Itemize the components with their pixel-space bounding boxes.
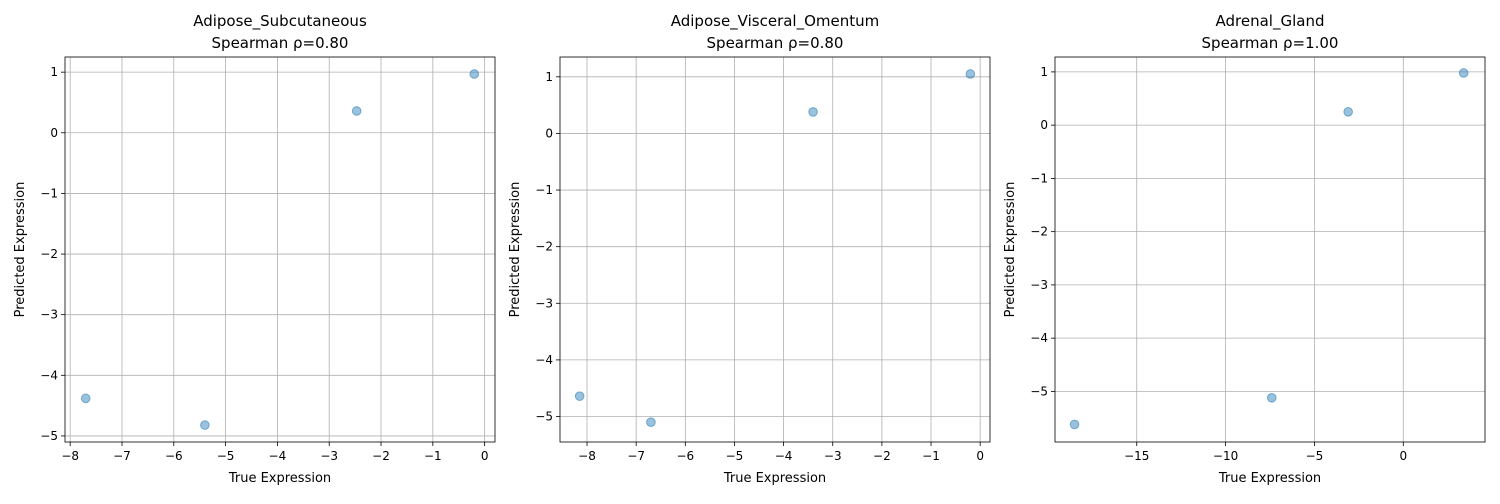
y-axis-label: Predicted Expression	[13, 182, 28, 318]
x-tick-label: −8	[578, 449, 596, 463]
x-tick-label: −1	[922, 449, 940, 463]
y-tick-label: −1	[535, 183, 553, 197]
x-tick-label: −2	[372, 449, 390, 463]
chart-subtitle: Spearman ρ=1.00	[1202, 34, 1339, 52]
y-axis-label: Predicted Expression	[1003, 182, 1018, 318]
scatter-point	[80, 393, 91, 404]
scatter-point	[351, 106, 362, 116]
y-tick-label: −2	[40, 247, 58, 261]
scatter-point	[1069, 419, 1080, 430]
y-tick-label: −2	[535, 240, 553, 254]
x-tick-label: −3	[320, 449, 338, 463]
scatter-point	[646, 417, 656, 427]
y-axis-label: Predicted Expression	[508, 182, 523, 318]
x-tick-label: −2	[873, 449, 891, 463]
y-tick-label: 1	[50, 65, 58, 79]
x-axis-label: True Expression	[1218, 471, 1321, 486]
y-tick-label: 1	[1040, 65, 1048, 79]
scatter-point	[1458, 68, 1469, 78]
x-tick-label: −1	[424, 449, 442, 463]
x-tick-label: −5	[726, 449, 744, 463]
axes-frame	[559, 56, 991, 443]
x-tick-label: −4	[775, 449, 793, 463]
y-tick-label: −3	[40, 308, 58, 322]
scatter-point	[200, 420, 210, 430]
chart-subtitle: Spearman ρ=0.80	[707, 34, 844, 52]
x-axis-label: True Expression	[723, 471, 826, 486]
axes-frame	[1054, 56, 1486, 443]
subplot-1: −8 −7 −6 −5 −4 −3 −2 −1 0 −5 −4 −3 −2 −1 0 1 Adipose_Sub…	[13, 12, 496, 486]
x-tick-label: −15	[1124, 449, 1149, 463]
y-tick-label: −5	[535, 410, 553, 424]
y-tick-label: −1	[1030, 171, 1048, 185]
scatter-point	[469, 69, 480, 79]
subplot-2: −8 −7 −6 −5 −4 −3 −2 −1 0 −5 −4 −3 −2 −1 0 1 Adipose_Vis…	[508, 12, 991, 486]
x-tick-label: 0	[1399, 449, 1407, 463]
x-axis-label: True Expression	[228, 471, 331, 486]
x-tick-label: −7	[113, 449, 131, 463]
y-tick-label: 1	[545, 70, 553, 84]
x-tick-label: −5	[217, 449, 235, 463]
x-tick-label: −5	[1306, 449, 1324, 463]
chart-subtitle: Spearman ρ=0.80	[212, 34, 349, 52]
y-tick-label: 0	[545, 126, 553, 140]
scatter-point	[1266, 393, 1277, 403]
x-tick-label: −6	[165, 449, 183, 463]
scatter-point	[965, 69, 976, 79]
x-tick-label: −7	[627, 449, 645, 463]
y-tick-label: −4	[1030, 331, 1048, 345]
scatter-point	[808, 107, 818, 117]
y-tick-label: −3	[1030, 278, 1048, 292]
scatter-point	[1343, 107, 1353, 117]
chart-title: Adipose_Subcutaneous	[193, 12, 367, 31]
chart-title: Adipose_Visceral_Omentum	[671, 12, 880, 31]
axes-frame	[64, 56, 496, 443]
y-tick-label: −4	[40, 368, 58, 382]
y-tick-label: −5	[40, 429, 58, 443]
scatter-point	[574, 391, 585, 401]
y-tick-label: −1	[40, 186, 58, 200]
y-tick-label: −5	[1030, 384, 1048, 398]
chart-title: Adrenal_Gland	[1216, 12, 1325, 31]
x-tick-label: −10	[1213, 449, 1238, 463]
y-tick-label: 0	[1040, 118, 1048, 132]
subplot-3: −15 −10 −5 0−5−4−3−2−101Adrenal_GlandSpearm…	[1003, 12, 1486, 486]
x-tick-label: 0	[481, 449, 489, 463]
y-tick-label: −4	[535, 353, 553, 367]
y-tick-label: 0	[50, 126, 58, 140]
x-tick-label: −4	[269, 449, 287, 463]
x-tick-label: −3	[824, 449, 842, 463]
x-tick-label: −6	[676, 449, 694, 463]
y-tick-label: −3	[535, 296, 553, 310]
x-tick-label: −8	[61, 449, 79, 463]
x-tick-label: 0	[976, 449, 984, 463]
y-tick-label: −2	[1030, 225, 1048, 239]
